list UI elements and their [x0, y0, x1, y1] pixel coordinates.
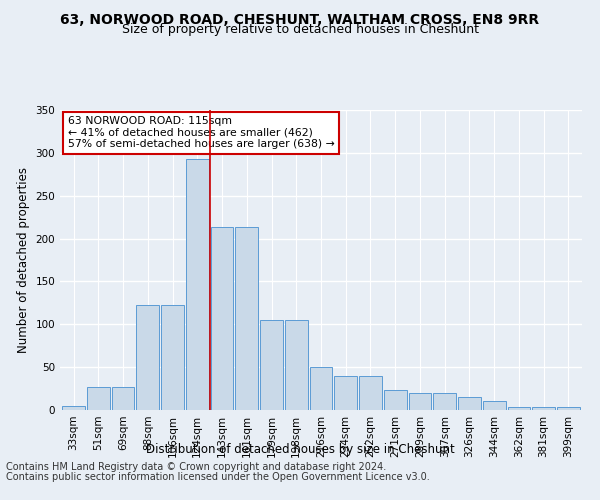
- Bar: [508, 406, 530, 410]
- Bar: [136, 306, 159, 410]
- Bar: [235, 228, 258, 410]
- Bar: [285, 320, 308, 410]
- Bar: [384, 390, 407, 410]
- Bar: [433, 393, 456, 410]
- Bar: [483, 402, 506, 410]
- Text: Size of property relative to detached houses in Cheshunt: Size of property relative to detached ho…: [121, 22, 479, 36]
- Bar: [557, 406, 580, 410]
- Text: Contains public sector information licensed under the Open Government Licence v3: Contains public sector information licen…: [6, 472, 430, 482]
- Text: 63, NORWOOD ROAD, CHESHUNT, WALTHAM CROSS, EN8 9RR: 63, NORWOOD ROAD, CHESHUNT, WALTHAM CROS…: [61, 12, 539, 26]
- Bar: [161, 306, 184, 410]
- Bar: [211, 228, 233, 410]
- Bar: [87, 387, 110, 410]
- Bar: [260, 320, 283, 410]
- Bar: [334, 376, 357, 410]
- Bar: [310, 367, 332, 410]
- Bar: [112, 387, 134, 410]
- Bar: [186, 159, 209, 410]
- Text: Distribution of detached houses by size in Cheshunt: Distribution of detached houses by size …: [146, 442, 454, 456]
- Y-axis label: Number of detached properties: Number of detached properties: [17, 167, 30, 353]
- Bar: [359, 376, 382, 410]
- Text: Contains HM Land Registry data © Crown copyright and database right 2024.: Contains HM Land Registry data © Crown c…: [6, 462, 386, 472]
- Bar: [62, 406, 85, 410]
- Text: 63 NORWOOD ROAD: 115sqm
← 41% of detached houses are smaller (462)
57% of semi-d: 63 NORWOOD ROAD: 115sqm ← 41% of detache…: [68, 116, 335, 149]
- Bar: [532, 408, 555, 410]
- Bar: [409, 393, 431, 410]
- Bar: [458, 397, 481, 410]
